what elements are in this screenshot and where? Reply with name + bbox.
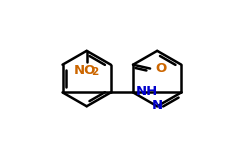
Text: NH: NH: [135, 85, 158, 98]
Text: N: N: [152, 99, 163, 112]
Text: O: O: [156, 62, 167, 75]
Text: 2: 2: [92, 67, 99, 77]
Text: NO: NO: [74, 64, 96, 77]
